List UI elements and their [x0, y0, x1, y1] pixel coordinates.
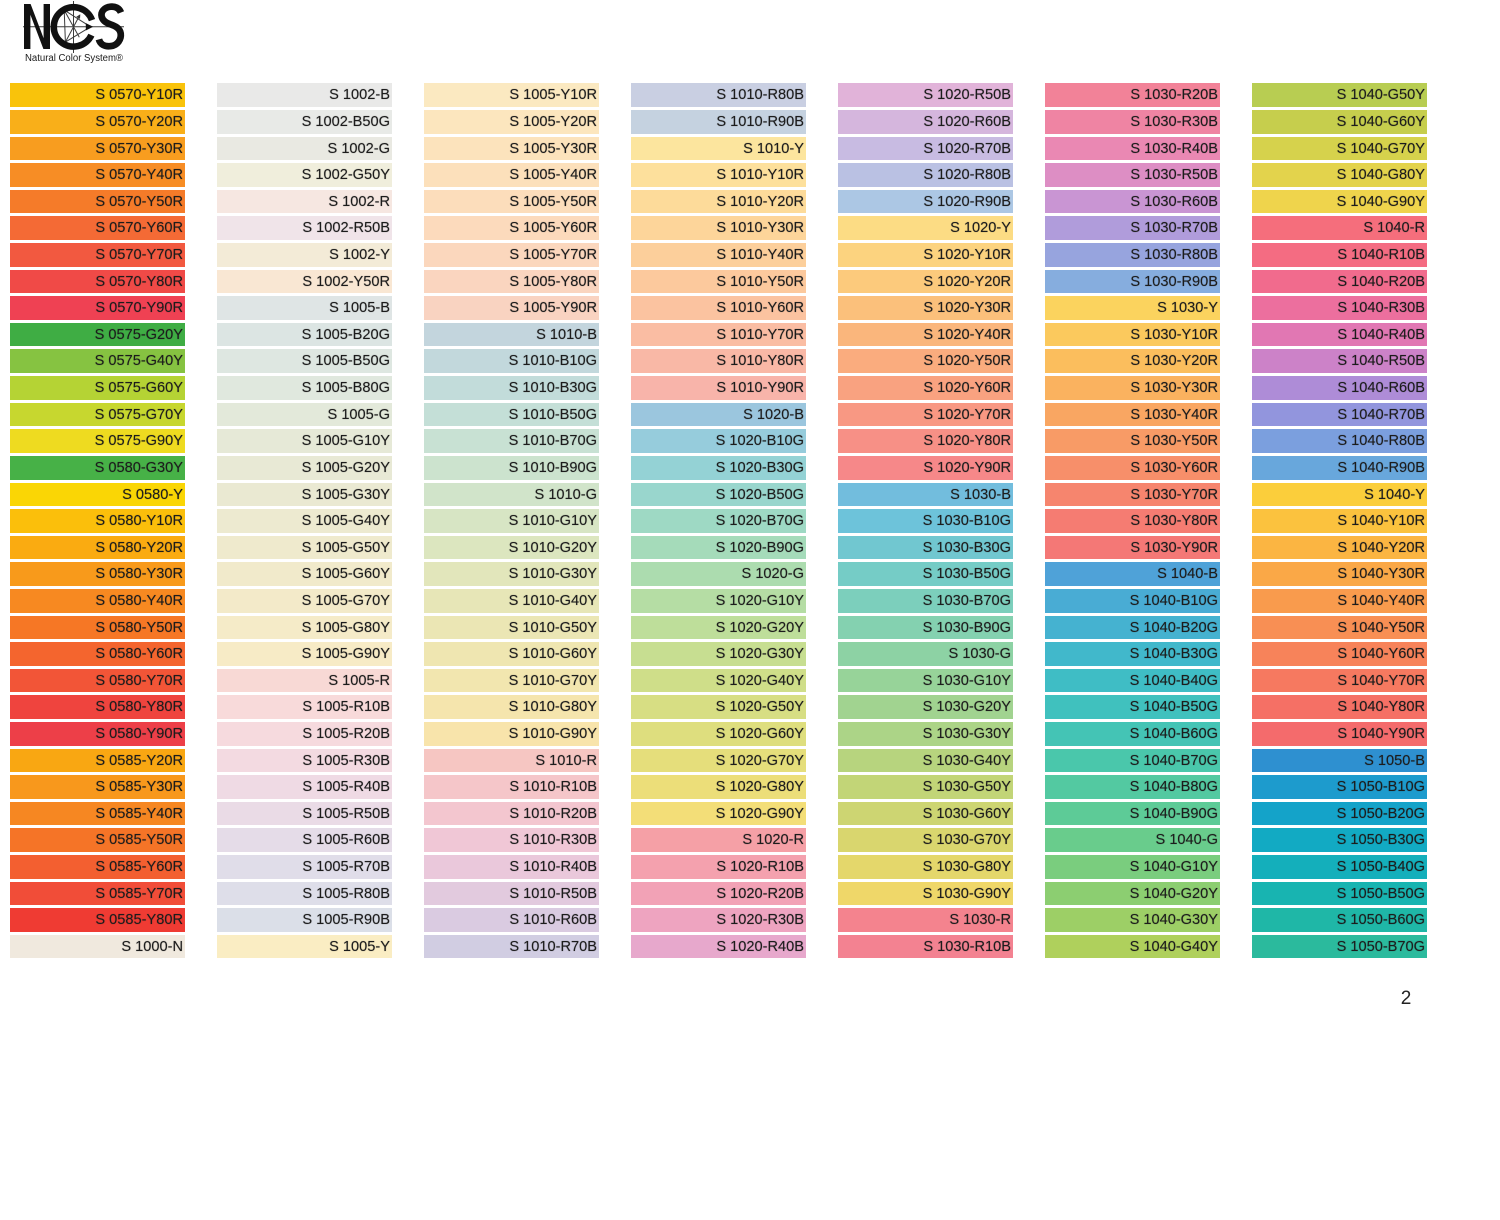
svg-text:Natural Color System®: Natural Color System®	[25, 53, 124, 64]
